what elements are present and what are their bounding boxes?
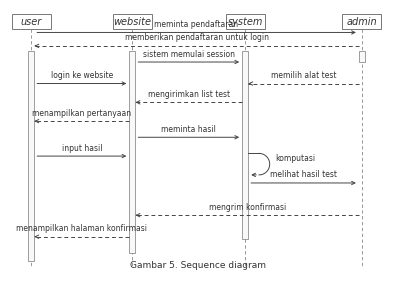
Text: komputasi: komputasi <box>276 154 316 163</box>
Text: meminta pendaftaran: meminta pendaftaran <box>154 20 239 29</box>
Text: Gambar 5. Sequence diagram: Gambar 5. Sequence diagram <box>131 261 266 270</box>
Bar <box>226 14 265 29</box>
Text: melihat hasil test: melihat hasil test <box>270 171 337 179</box>
Text: user: user <box>21 17 42 27</box>
Bar <box>113 14 152 29</box>
Text: mengirimkan list test: mengirimkan list test <box>148 90 230 99</box>
Bar <box>129 51 135 253</box>
Bar <box>359 51 365 62</box>
Text: admin: admin <box>347 17 377 27</box>
Bar <box>28 51 34 261</box>
Text: login ke website: login ke website <box>51 71 113 80</box>
Text: meminta hasil: meminta hasil <box>161 125 216 134</box>
Text: input hasil: input hasil <box>62 144 102 153</box>
Text: mengrim konfirmasi: mengrim konfirmasi <box>208 203 286 212</box>
Text: memilih alat test: memilih alat test <box>271 71 336 80</box>
Bar <box>242 51 248 239</box>
Text: website: website <box>114 17 151 27</box>
Text: system: system <box>227 17 263 27</box>
Bar <box>12 14 51 29</box>
Text: sistem memulai session: sistem memulai session <box>143 49 235 59</box>
Text: memberikan pendaftaran untuk login: memberikan pendaftaran untuk login <box>125 34 268 42</box>
Text: menampilkan halaman konfirmasi: menampilkan halaman konfirmasi <box>16 224 147 233</box>
Text: menampilkan pertanyaan: menampilkan pertanyaan <box>32 109 131 118</box>
Bar <box>343 14 382 29</box>
